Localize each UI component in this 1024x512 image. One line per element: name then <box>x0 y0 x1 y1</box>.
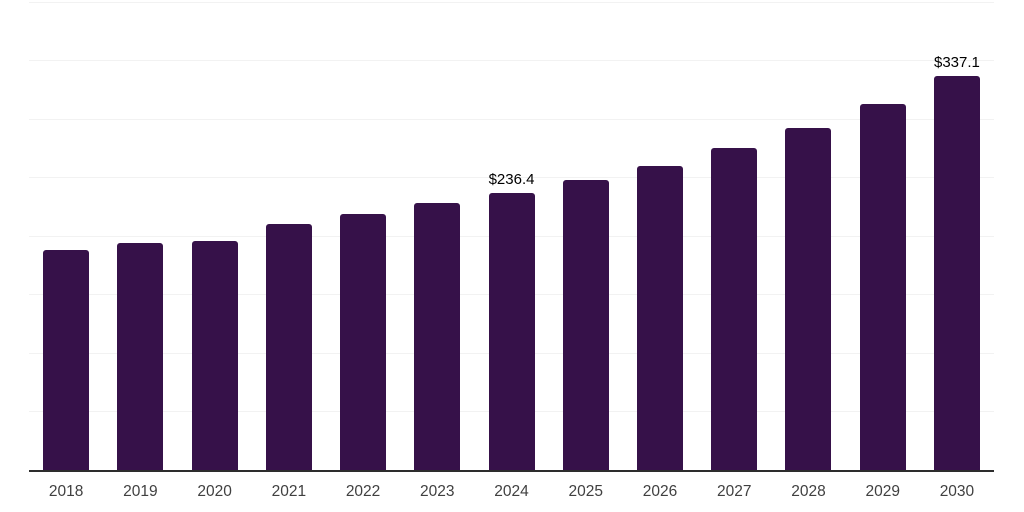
bar-group-2020 <box>177 2 251 470</box>
bar-2030 <box>933 76 980 470</box>
x-tick-label-2028: 2028 <box>791 483 826 500</box>
bar-group-2028 <box>771 2 845 470</box>
bar-2022 <box>340 214 387 470</box>
plot-area: $236.4 $337.1 <box>29 2 994 472</box>
bar-group-2027 <box>697 2 771 470</box>
x-tick-label-2020: 2020 <box>197 483 232 500</box>
bar-value-label-2030: $337.1 <box>933 54 980 71</box>
x-tick-label-2021: 2021 <box>271 483 307 500</box>
bar-2025 <box>562 180 609 470</box>
x-tick-label-2022: 2022 <box>345 483 381 500</box>
x-tick-label-2026: 2026 <box>642 483 678 500</box>
bar-group-2026 <box>623 2 697 470</box>
bar-group-2029 <box>846 2 920 470</box>
gridline-350 <box>29 60 994 61</box>
bar-2026 <box>636 166 683 470</box>
x-tick-label-2019: 2019 <box>123 483 158 500</box>
bar-group-2021 <box>252 2 326 470</box>
bar-2020 <box>191 241 238 470</box>
bar-2024 <box>488 193 535 470</box>
bar-2029 <box>859 104 906 470</box>
bar-2018 <box>43 250 90 470</box>
bar-2019 <box>117 243 164 470</box>
x-tick-label-2018: 2018 <box>48 483 84 500</box>
bar-group-2019 <box>103 2 177 470</box>
x-axis-labels: 2018 2019 2020 2021 2022 2023 2024 2025 2026 2027… <box>29 481 994 503</box>
bars-row: $236.4 $337.1 <box>29 2 994 470</box>
bar-group-2030: $337.1 <box>920 2 994 470</box>
x-tick-label-2025: 2025 <box>568 483 603 500</box>
bar-group-2022 <box>326 2 400 470</box>
bar-group-2018 <box>29 2 103 470</box>
x-tick-label-2024: 2024 <box>494 483 529 500</box>
bar-2027 <box>711 148 758 470</box>
bar-2028 <box>785 128 832 470</box>
gridline-300 <box>29 119 994 120</box>
gridline-400 <box>29 2 994 3</box>
bar-value-label-2024: $236.4 <box>488 171 535 188</box>
x-tick-label-2029: 2029 <box>865 483 900 500</box>
x-tick-label-2030: 2030 <box>939 483 975 500</box>
bar-2021 <box>265 224 312 470</box>
bar-group-2025 <box>549 2 623 470</box>
bar-group-2024: $236.4 <box>474 2 548 470</box>
x-tick-label-2023: 2023 <box>420 483 455 500</box>
gridline-250 <box>29 177 994 178</box>
bar-2023 <box>414 203 461 470</box>
bar-group-2023 <box>400 2 474 470</box>
x-tick-label-2027: 2027 <box>716 483 752 500</box>
